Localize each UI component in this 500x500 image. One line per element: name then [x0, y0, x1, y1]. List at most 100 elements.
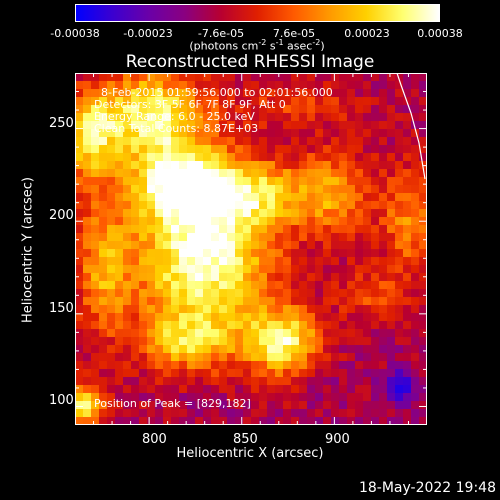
heatmap-cell	[315, 121, 324, 130]
heatmap-cell	[275, 169, 284, 178]
heatmap-cell	[315, 281, 324, 290]
heatmap-cell	[163, 377, 172, 386]
heatmap-cell	[187, 161, 196, 170]
heatmap-cell	[115, 409, 124, 418]
heatmap-cell	[331, 113, 340, 122]
heatmap-cell	[99, 185, 108, 194]
heatmap-cell	[219, 257, 228, 266]
heatmap-cell	[91, 153, 100, 162]
heatmap-cell	[107, 201, 116, 210]
heatmap-cell	[331, 97, 340, 106]
heatmap-cell	[403, 353, 412, 362]
heatmap-cell	[411, 145, 420, 154]
heatmap-cell	[123, 217, 132, 226]
heatmap-cell	[387, 321, 396, 330]
heatmap-cell	[395, 401, 404, 410]
heatmap-cell	[259, 89, 268, 98]
heatmap-cell	[99, 393, 108, 402]
heatmap-cell	[299, 177, 308, 186]
heatmap-cell	[323, 185, 332, 194]
heatmap-cell	[251, 305, 260, 314]
heatmap-cell	[307, 201, 316, 210]
heatmap-cell	[331, 73, 340, 82]
heatmap-cell	[267, 177, 276, 186]
heatmap-cell	[163, 113, 172, 122]
heatmap-cell	[139, 97, 148, 106]
heatmap-cell	[291, 121, 300, 130]
heatmap-cell	[315, 297, 324, 306]
heatmap-cell	[195, 393, 204, 402]
heatmap-cell	[195, 305, 204, 314]
heatmap-cell	[379, 169, 388, 178]
heatmap-cell	[91, 137, 100, 146]
heatmap-cell	[307, 217, 316, 226]
heatmap-cell	[307, 209, 316, 218]
heatmap-cell	[147, 89, 156, 98]
heatmap-cell	[251, 401, 260, 410]
heatmap-cell	[379, 241, 388, 250]
heatmap-cell	[251, 97, 260, 106]
heatmap-cell	[307, 177, 316, 186]
heatmap-cell	[299, 337, 308, 346]
heatmap-cell	[131, 145, 140, 154]
heatmap-cell	[235, 305, 244, 314]
heatmap-cell	[195, 337, 204, 346]
heatmap-cell	[235, 177, 244, 186]
heatmap-cell	[315, 417, 324, 425]
heatmap-cell	[235, 353, 244, 362]
heatmap-cell	[171, 281, 180, 290]
heatmap-cell	[299, 361, 308, 370]
heatmap-cell	[387, 209, 396, 218]
heatmap-cell	[275, 377, 284, 386]
heatmap-cell	[395, 241, 404, 250]
heatmap-cell	[387, 113, 396, 122]
heatmap-cell	[187, 297, 196, 306]
heatmap-cell	[139, 105, 148, 114]
heatmap-cell	[99, 337, 108, 346]
heatmap-cell	[171, 209, 180, 218]
heatmap-cell	[131, 97, 140, 106]
heatmap-cell	[75, 153, 84, 162]
heatmap-cell	[91, 161, 100, 170]
heatmap-cell	[259, 329, 268, 338]
heatmap-cell	[115, 121, 124, 130]
heatmap-cell	[323, 393, 332, 402]
heatmap-cell	[155, 353, 164, 362]
heatmap-cell	[259, 265, 268, 274]
heatmap-cell	[363, 401, 372, 410]
heatmap-cell	[315, 353, 324, 362]
heatmap-cell	[411, 417, 420, 425]
heatmap-cell	[219, 393, 228, 402]
heatmap-cell	[131, 169, 140, 178]
heatmap-cell	[291, 329, 300, 338]
heatmap-cell	[323, 337, 332, 346]
heatmap-cell	[163, 177, 172, 186]
heatmap-cell	[259, 241, 268, 250]
heatmap-cell	[291, 73, 300, 82]
heatmap-cell	[83, 377, 92, 386]
heatmap-cell	[211, 241, 220, 250]
heatmap-cell	[147, 313, 156, 322]
heatmap-cell	[211, 265, 220, 274]
heatmap-cell	[331, 313, 340, 322]
heatmap-cell	[235, 121, 244, 130]
heatmap-cell	[267, 185, 276, 194]
heatmap-cell	[387, 153, 396, 162]
heatmap-cell	[211, 353, 220, 362]
heatmap-cell	[147, 409, 156, 418]
heatmap-cell	[139, 225, 148, 234]
heatmap-cell	[275, 161, 284, 170]
heatmap-cell	[211, 281, 220, 290]
heatmap-cell	[307, 185, 316, 194]
heatmap-cell	[115, 329, 124, 338]
heatmap-cell	[203, 329, 212, 338]
heatmap-cell	[395, 177, 404, 186]
heatmap-cell	[323, 281, 332, 290]
heatmap-cell	[99, 233, 108, 242]
heatmap-cell	[195, 321, 204, 330]
axis-ticks	[75, 73, 427, 425]
heatmap-cell	[123, 353, 132, 362]
heatmap-cell	[227, 353, 236, 362]
heatmap-cell	[179, 281, 188, 290]
heatmap-cell	[83, 257, 92, 266]
